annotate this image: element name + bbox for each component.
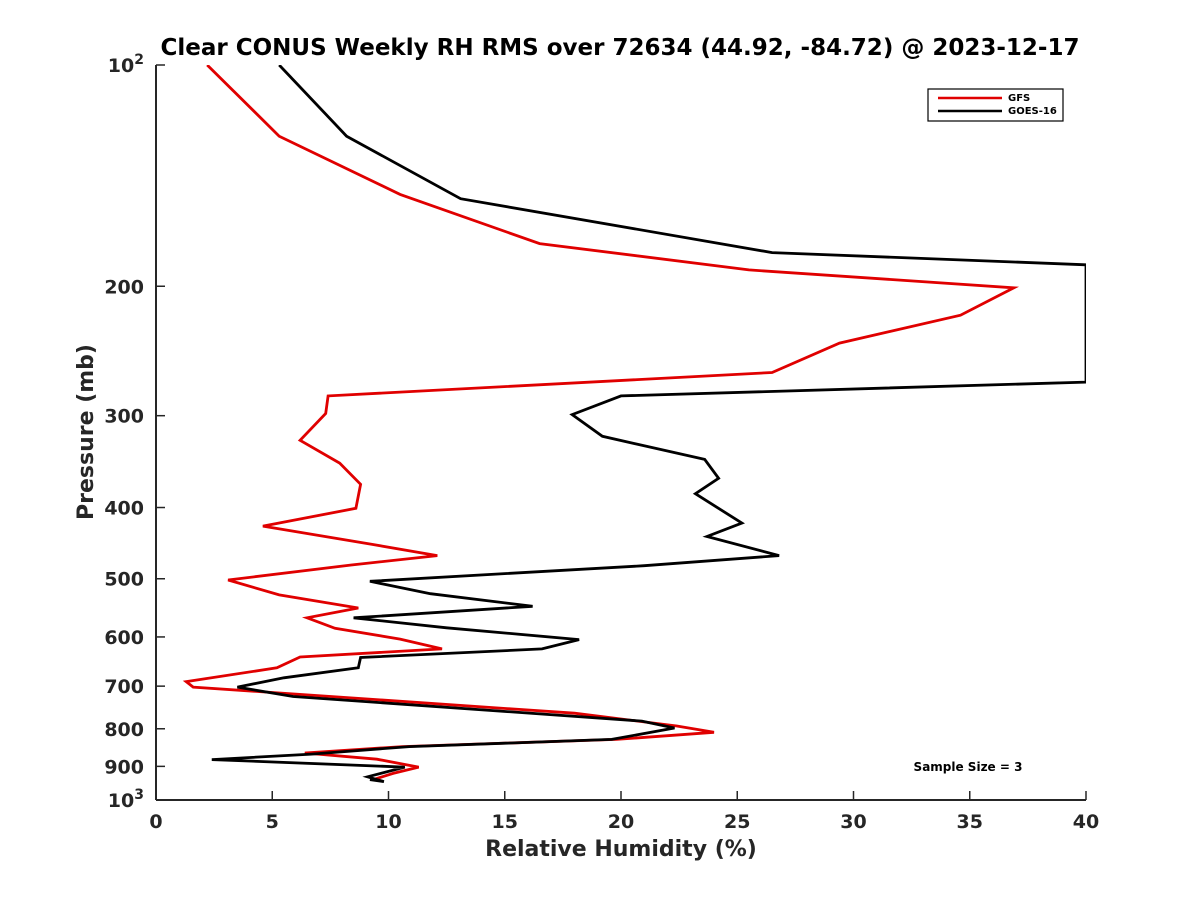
y-tick-label: 103 bbox=[108, 787, 144, 812]
x-tick-label: 30 bbox=[840, 811, 866, 833]
x-tick-label: 0 bbox=[149, 811, 162, 833]
series-line-goes16 bbox=[211, 65, 1086, 783]
x-tick-label: 35 bbox=[957, 811, 983, 833]
x-tick-label: 15 bbox=[492, 811, 518, 833]
x-ticks: 0 5 10 15 20 25 30 35 40 bbox=[149, 791, 1099, 833]
x-tick-label: 40 bbox=[1073, 811, 1099, 833]
sample-size-annotation: Sample Size = 3 bbox=[914, 760, 1023, 774]
y-tick-label: 300 bbox=[104, 406, 144, 428]
legend-label-goes16: GOES-16 bbox=[1008, 106, 1057, 117]
y-tick-label: 600 bbox=[104, 627, 144, 649]
y-tick-label: 800 bbox=[104, 719, 144, 741]
x-tick-label: 10 bbox=[375, 811, 401, 833]
y-axis-label: Pressure (mb) bbox=[74, 344, 99, 520]
y-tick-label: 900 bbox=[104, 756, 144, 778]
y-tick-label: 200 bbox=[104, 276, 144, 298]
y-ticks: 102 200 300 400 500 600 700 800 900 103 bbox=[104, 52, 165, 812]
y-tick-label: 400 bbox=[104, 498, 144, 520]
x-axis-label: Relative Humidity (%) bbox=[485, 837, 757, 862]
x-tick-label: 20 bbox=[608, 811, 634, 833]
x-tick-label: 25 bbox=[724, 811, 750, 833]
x-tick-label: 5 bbox=[266, 811, 279, 833]
y-tick-label: 700 bbox=[104, 676, 144, 698]
y-tick-label: 500 bbox=[104, 569, 144, 591]
chart-title: Clear CONUS Weekly RH RMS over 72634 (44… bbox=[161, 35, 1080, 61]
series-layer bbox=[182, 65, 1086, 783]
plot-area: 0 5 10 15 20 25 30 35 40 102 200 300 400 500 600 700 80… bbox=[104, 52, 1099, 833]
series-line-gfs bbox=[182, 65, 1020, 781]
legend-box bbox=[927, 88, 1064, 122]
legend-label-gfs: GFS bbox=[1008, 93, 1030, 104]
legend: GFS GOES-16 bbox=[927, 88, 1064, 122]
y-tick-label: 102 bbox=[108, 52, 144, 77]
